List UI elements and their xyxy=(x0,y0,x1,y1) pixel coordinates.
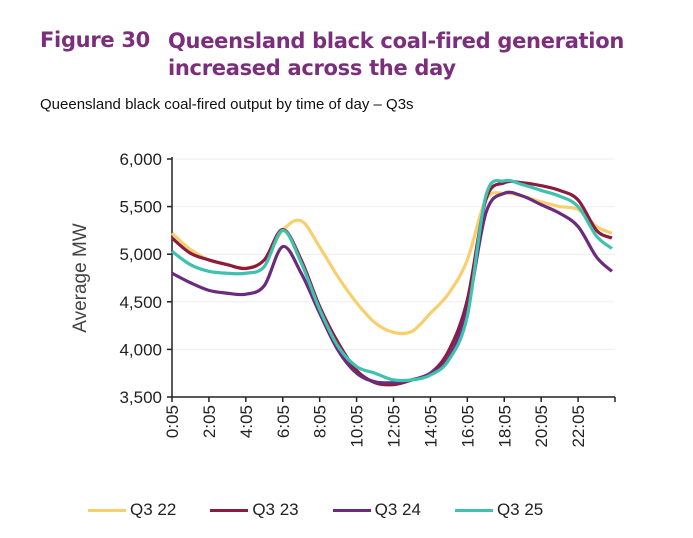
gridlines xyxy=(172,158,615,350)
y-tick-label: 4,500 xyxy=(119,293,162,312)
x-tick-label: 22:05 xyxy=(569,405,588,448)
legend-item: Q3 22 xyxy=(88,500,176,520)
y-axis-label: Average MW xyxy=(70,223,91,333)
legend-swatch xyxy=(210,508,249,512)
axes: 3,500 4,000 4,500 5,000 5,500 6,000 0:05 2:05 4:… xyxy=(119,150,616,448)
x-tick-label: 2:05 xyxy=(200,405,219,438)
legend-label: Q3 25 xyxy=(496,500,544,519)
legend-item: Q3 23 xyxy=(210,500,299,520)
x-tick-label: 8:05 xyxy=(311,405,330,438)
legend-swatch xyxy=(88,508,126,512)
legend-swatch xyxy=(332,508,371,512)
y-tick-label: 5,500 xyxy=(119,198,162,217)
series-line-q3-24 xyxy=(171,190,614,385)
legend-label: Q3 23 xyxy=(252,500,299,519)
x-tick-label: 14:05 xyxy=(421,405,440,448)
x-tick-label: 0:05 xyxy=(163,405,182,438)
legend: Q3 22 Q3 23 Q3 24 Q3 25 xyxy=(88,500,543,520)
figure-number: Figure 30 xyxy=(40,28,150,52)
y-tick-label: 3,500 xyxy=(119,388,162,407)
x-tick-label: 20:05 xyxy=(532,405,551,448)
legend-swatch xyxy=(454,508,493,512)
y-tick-label: 4,000 xyxy=(119,340,162,359)
figure-title: Queensland black coal-fired generation i… xyxy=(168,29,624,80)
series-line-q3-23 xyxy=(170,179,613,387)
legend-item: Q3 24 xyxy=(332,500,421,520)
x-tick-label: 4:05 xyxy=(237,405,256,438)
legend-item: Q3 25 xyxy=(454,500,544,520)
series-line-q3-25 xyxy=(171,178,613,383)
x-tick-label: 6:05 xyxy=(274,405,293,438)
chart-title: Queensland black coal-fired output by ti… xyxy=(40,96,414,113)
series-line-q3-22 xyxy=(170,191,613,336)
legend-label: Q3 24 xyxy=(374,500,421,519)
y-tick-label: 6,000 xyxy=(119,150,162,169)
series-lines xyxy=(170,178,614,387)
x-tick-label: 12:05 xyxy=(385,405,404,448)
x-tick-label: 16:05 xyxy=(458,405,477,448)
x-tick-label: 18:05 xyxy=(495,405,514,448)
y-tick-label: 5,000 xyxy=(119,245,162,264)
legend-label: Q3 22 xyxy=(130,500,177,519)
x-tick-label: 10:05 xyxy=(348,405,367,448)
